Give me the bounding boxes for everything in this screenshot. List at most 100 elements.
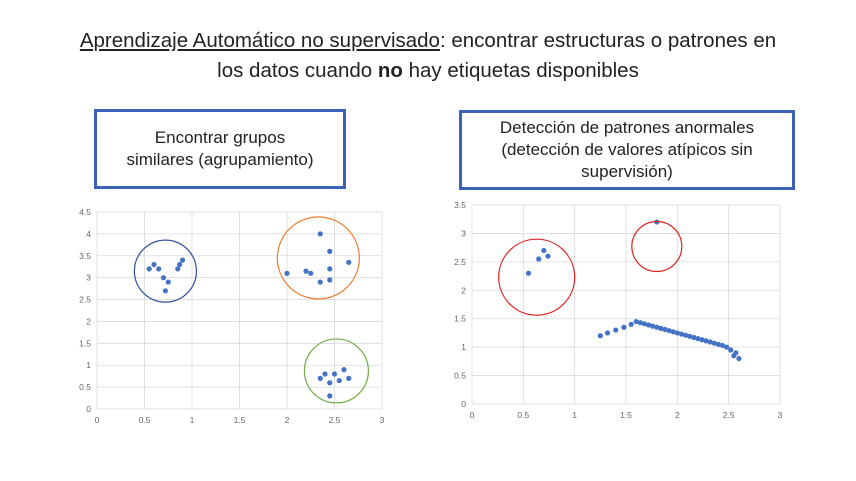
right-data-point-5 xyxy=(597,333,603,339)
right-red-cluster-circle xyxy=(498,238,576,316)
left-y-tick-label: 2.5 xyxy=(79,295,91,305)
clustering-box-line-2: similares (agrupamiento) xyxy=(126,150,314,169)
left-y-tick-label: 3 xyxy=(86,273,91,283)
right-data-point-29 xyxy=(711,340,717,346)
left-green-cluster-circle xyxy=(303,338,369,404)
anomaly-box-line-2: (detección de valores atípicos sin xyxy=(501,140,753,159)
right-data-point-36 xyxy=(736,355,742,362)
right-y-tick-label: 0 xyxy=(461,399,466,409)
right-data-point-32 xyxy=(724,344,730,350)
right-data-point-13 xyxy=(645,322,652,328)
left-data-point-11 xyxy=(308,270,314,276)
left-data-point-15 xyxy=(327,266,333,272)
right-data-point-33 xyxy=(728,347,734,353)
left-data-point-20 xyxy=(327,380,333,386)
left-orange-cluster-circle xyxy=(276,216,360,300)
left-data-point-24 xyxy=(346,375,352,381)
title-bold-no: no xyxy=(377,59,403,82)
right-data-point-27 xyxy=(703,338,709,344)
title-line-2: los datos cuando no hay etiquetas dispon… xyxy=(0,56,856,86)
left-data-point-13 xyxy=(317,279,323,285)
left-data-point-0 xyxy=(146,266,152,272)
right-data-point-2 xyxy=(541,247,547,254)
left-blue-cluster-circle xyxy=(133,239,197,303)
right-data-point-30 xyxy=(715,341,722,347)
left-data-point-25 xyxy=(327,393,333,399)
right-red-cluster-circle xyxy=(631,220,683,273)
anomaly-box: Detección de patrones anormales (detecci… xyxy=(459,110,795,190)
right-x-tick-label: 3 xyxy=(778,410,783,420)
left-data-point-23 xyxy=(341,367,347,373)
left-y-tick-label: 3.5 xyxy=(79,251,91,261)
right-data-point-28 xyxy=(707,339,713,345)
left-data-point-5 xyxy=(165,279,171,285)
left-y-tick-label: 4.5 xyxy=(79,207,91,217)
left-data-point-7 xyxy=(177,261,183,268)
title-line2-a: los datos cuando xyxy=(217,59,378,82)
left-data-point-2 xyxy=(156,266,162,272)
right-data-point-25 xyxy=(695,336,701,342)
right-data-point-35 xyxy=(733,350,739,356)
left-data-point-4 xyxy=(162,288,168,294)
right-y-tick-label: 2 xyxy=(461,285,466,295)
left-y-tick-label: 1 xyxy=(86,360,91,370)
left-data-point-21 xyxy=(331,371,338,377)
right-data-point-14 xyxy=(650,323,656,329)
right-data-point-0 xyxy=(525,270,532,276)
right-data-point-20 xyxy=(674,330,680,336)
left-data-point-12 xyxy=(317,231,323,237)
title-line-1: Aprendizaje Automático no supervisado: e… xyxy=(0,26,856,56)
right-data-point-26 xyxy=(699,337,705,343)
right-x-tick-label: 0 xyxy=(470,410,475,420)
left-x-tick-label: 1.5 xyxy=(234,415,246,425)
right-data-point-15 xyxy=(654,324,660,330)
anomaly-box-line-3: supervisión) xyxy=(581,162,673,181)
left-data-point-1 xyxy=(151,261,157,268)
left-data-point-16 xyxy=(327,277,333,283)
left-x-tick-label: 1 xyxy=(190,415,195,425)
left-y-tick-label: 0 xyxy=(86,404,91,414)
right-data-point-12 xyxy=(641,321,648,327)
left-data-point-14 xyxy=(327,248,333,254)
left-x-tick-label: 0 xyxy=(95,415,100,425)
left-x-tick-label: 2.5 xyxy=(329,415,341,425)
right-data-point-17 xyxy=(662,326,668,333)
left-data-point-17 xyxy=(346,259,352,265)
right-data-point-1 xyxy=(536,256,542,262)
right-data-point-11 xyxy=(637,320,643,326)
right-data-point-18 xyxy=(666,328,672,334)
title-underlined-term: Aprendizaje Automático no supervisado xyxy=(79,29,440,52)
title-rest-1: : encontrar estructuras o patrones en xyxy=(439,29,777,52)
right-x-tick-label: 1.5 xyxy=(620,410,632,420)
title-line2-b: hay etiquetas disponibles xyxy=(402,59,639,82)
left-data-point-6 xyxy=(175,266,181,272)
right-data-point-8 xyxy=(621,324,627,330)
right-x-tick-label: 2.5 xyxy=(723,410,735,420)
clustering-box: Encontrar grupos similares (agrupamiento… xyxy=(94,109,346,189)
left-x-tick-label: 2 xyxy=(285,415,290,425)
right-y-tick-label: 3 xyxy=(461,228,466,238)
right-x-tick-label: 1 xyxy=(572,410,577,420)
right-data-point-10 xyxy=(633,318,639,325)
right-data-point-7 xyxy=(613,327,619,333)
right-y-tick-label: 2.5 xyxy=(454,257,466,267)
left-data-point-3 xyxy=(160,275,167,281)
right-y-tick-label: 0.5 xyxy=(454,371,466,381)
left-y-tick-label: 0.5 xyxy=(79,382,91,392)
left-data-point-8 xyxy=(179,257,186,263)
right-x-tick-label: 2 xyxy=(675,410,680,420)
left-y-tick-label: 1.5 xyxy=(79,338,91,348)
right-data-point-24 xyxy=(691,334,697,341)
left-data-point-18 xyxy=(317,375,323,381)
right-data-point-16 xyxy=(658,325,664,331)
slide-title: Aprendizaje Automático no supervisado: e… xyxy=(0,26,856,86)
right-data-point-22 xyxy=(682,332,689,338)
left-data-point-10 xyxy=(303,268,309,274)
left-y-tick-label: 4 xyxy=(86,229,91,239)
left-y-tick-label: 2 xyxy=(86,316,91,326)
right-data-point-19 xyxy=(670,329,676,335)
right-x-tick-label: 0.5 xyxy=(517,410,529,420)
right-data-point-6 xyxy=(604,330,611,336)
